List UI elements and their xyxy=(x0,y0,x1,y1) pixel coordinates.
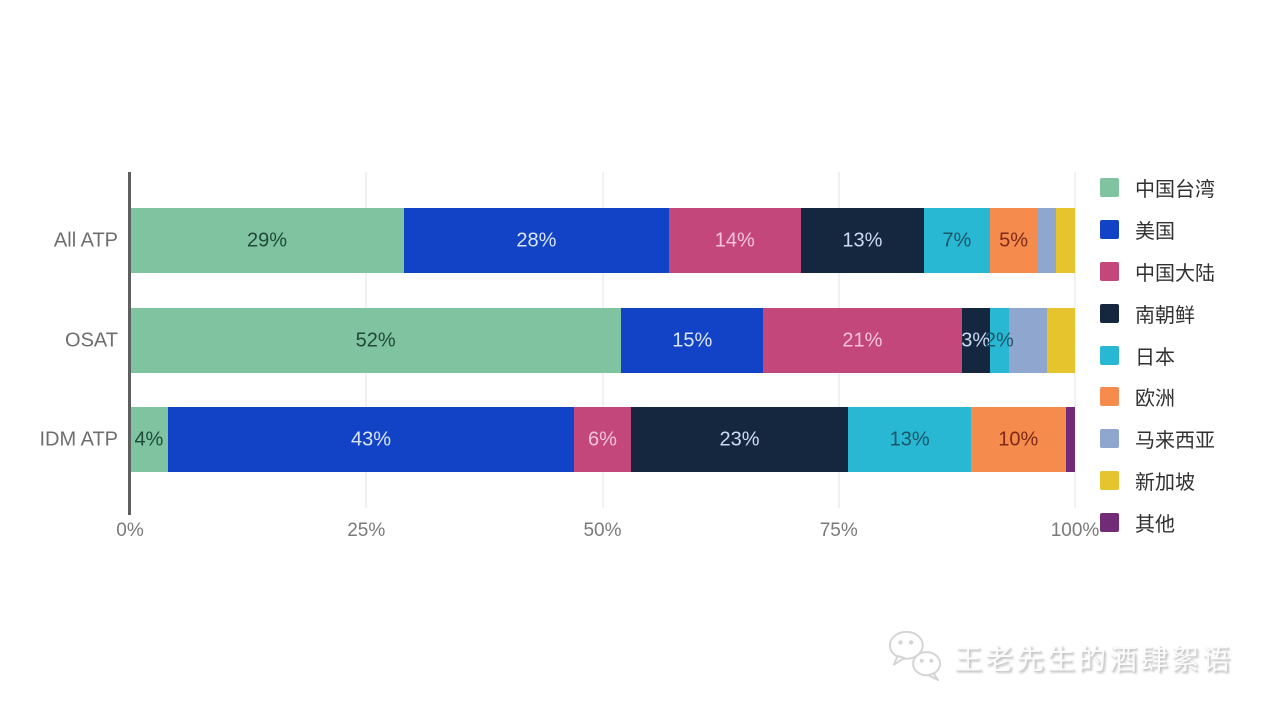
legend-item: 美国 xyxy=(1100,209,1215,251)
watermark-text: 王老先生的酒肆絮语 xyxy=(954,643,1234,675)
legend-swatch xyxy=(1100,345,1119,365)
legend-swatch xyxy=(1100,220,1119,240)
bar-segment-label: 15% xyxy=(672,329,713,351)
bar-row: All ATP 29% 28% 14% 13% 7% 5% xyxy=(54,208,1075,273)
x-axis-tick-labels: 0% 25% 50% 75% 100% xyxy=(116,520,1099,546)
legend-label: 日本 xyxy=(1135,346,1175,369)
bar-segment-label: 10% xyxy=(998,428,1039,450)
bar-segment: 14% xyxy=(668,208,801,273)
bar-segment-label: 21% xyxy=(842,329,883,351)
bar-segment-label: 14% xyxy=(714,229,755,251)
bar-segment: 5% xyxy=(989,208,1038,273)
legend-item: 日本 xyxy=(1100,334,1215,376)
legend-item: 欧洲 xyxy=(1100,376,1215,418)
gridline xyxy=(1074,172,1076,508)
legend-item: 其他 xyxy=(1100,501,1215,543)
bar-segment: 52% xyxy=(130,308,622,373)
legend-item: 马来西亚 xyxy=(1100,418,1215,460)
legend-swatch xyxy=(1100,512,1119,532)
bar-segment: 6% xyxy=(574,407,631,472)
bar-segment-label: 13% xyxy=(889,428,930,450)
x-tick-label: 50% xyxy=(583,520,622,541)
bar-segment-label: 3% xyxy=(961,329,991,351)
legend-item: 新加坡 xyxy=(1100,460,1215,502)
bar-segment: 21% xyxy=(763,308,962,373)
x-tick-label: 25% xyxy=(347,520,386,541)
legend-swatch xyxy=(1100,429,1119,449)
bar-segment-label: 43% xyxy=(350,428,391,450)
bar-segment-label: 4% xyxy=(134,428,164,450)
bar-segment-label: 7% xyxy=(942,229,972,251)
legend-swatch xyxy=(1100,470,1119,490)
bar-segment-label: 5% xyxy=(999,229,1028,251)
x-tick-label: 0% xyxy=(116,520,144,541)
category-label: IDM ATP xyxy=(39,428,118,450)
legend-swatch xyxy=(1100,387,1119,407)
bar-segment: 3% xyxy=(961,308,991,373)
x-tick-label: 100% xyxy=(1050,520,1100,541)
legend-swatch xyxy=(1100,303,1119,323)
bar-segment-label: 2% xyxy=(984,329,1014,351)
bar-row: IDM ATP 4% 43% 6% 23% 13% 10% xyxy=(39,407,1075,472)
x-tick-label: 75% xyxy=(819,520,858,541)
bar-segment xyxy=(1065,407,1075,472)
bar-segment-label: 6% xyxy=(588,428,617,450)
bar-row: OSAT 52% 15% 21% 3% 2% xyxy=(65,308,1075,373)
bar-segment: 29% xyxy=(130,208,405,273)
bar-segment xyxy=(1056,208,1075,273)
bar-segment: 15% xyxy=(621,308,764,373)
bar-segment-label: 28% xyxy=(516,229,557,251)
legend-swatch xyxy=(1100,178,1119,198)
bar-segment: 43% xyxy=(167,407,575,472)
bar-segment: 4% xyxy=(130,407,168,472)
watermark: 王老先生的酒肆絮语 xyxy=(886,628,1233,687)
legend-item: 中国大陆 xyxy=(1100,251,1215,293)
bar-segment-label: 52% xyxy=(355,329,396,351)
bar-segment: 28% xyxy=(404,208,669,273)
legend-label: 美国 xyxy=(1135,221,1175,244)
legend-item: 南朝鲜 xyxy=(1100,292,1215,334)
y-axis-line xyxy=(128,172,131,515)
bar-segment: 7% xyxy=(923,208,990,273)
bar-segment-label: 13% xyxy=(842,229,883,251)
bar-segment xyxy=(1037,208,1057,273)
bar-segment: 23% xyxy=(630,407,849,472)
category-label: All ATP xyxy=(53,229,118,251)
bar-segment: 13% xyxy=(848,407,972,472)
wechat-icon xyxy=(886,628,944,687)
bar-segment xyxy=(1046,308,1075,373)
legend-swatch xyxy=(1100,261,1119,281)
legend-label: 欧洲 xyxy=(1135,388,1175,411)
legend-label: 中国台湾 xyxy=(1135,179,1215,202)
bar-segment: 2% xyxy=(985,308,1014,373)
bar-segment xyxy=(1008,308,1047,373)
bar-segment: 13% xyxy=(800,208,924,273)
bar-segment-label: 23% xyxy=(719,428,760,450)
chart-legend: 中国台湾美国中国大陆南朝鲜日本欧洲马来西亚新加坡其他 xyxy=(1100,167,1215,543)
legend-label: 南朝鲜 xyxy=(1135,304,1195,327)
plot-area: All ATP 29% 28% 14% 13% 7% 5% OSAT 52% 15% 21% 3% 2%… xyxy=(39,172,1099,541)
legend-label: 其他 xyxy=(1135,513,1175,536)
legend-label: 新加坡 xyxy=(1135,471,1195,494)
bar-segment-label: 29% xyxy=(247,229,288,251)
legend-label: 中国大陆 xyxy=(1135,262,1215,285)
legend-item: 中国台湾 xyxy=(1100,167,1215,209)
category-label: OSAT xyxy=(65,329,118,351)
bar-segment: 10% xyxy=(971,407,1066,472)
legend-label: 马来西亚 xyxy=(1135,430,1215,453)
